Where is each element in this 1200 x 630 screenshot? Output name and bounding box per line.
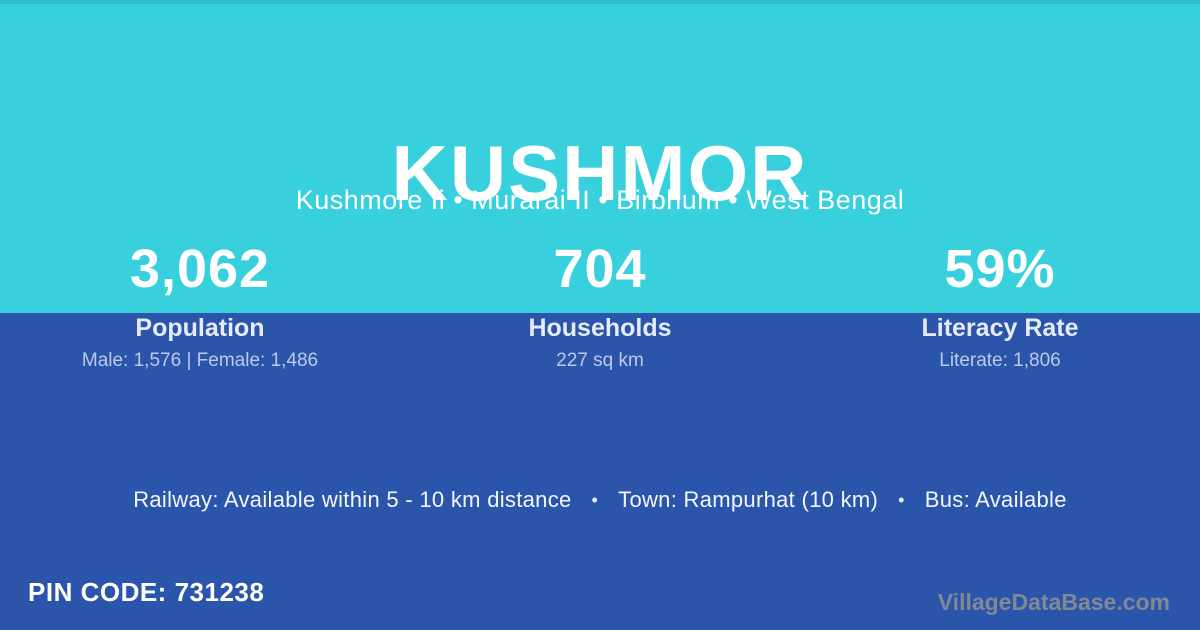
stats-row: 3,062 Population Male: 1,576 | Female: 1… bbox=[0, 240, 1200, 373]
page-title: KUSHMOR bbox=[391, 129, 809, 218]
literacy-detail: Literate: 1,806 bbox=[939, 350, 1061, 371]
stat-literacy: 59% Literacy Rate Literate: 1,806 bbox=[800, 240, 1200, 373]
town-info: Town: Rampurhat (10 km) bbox=[618, 487, 879, 512]
bullet-separator: • bbox=[898, 490, 905, 510]
population-value: 3,062 bbox=[129, 239, 271, 299]
population-detail: Male: 1,576 | Female: 1,486 bbox=[81, 350, 319, 371]
literacy-label: Literacy Rate bbox=[921, 314, 1079, 342]
railway-info: Railway: Available within 5 - 10 km dist… bbox=[133, 487, 572, 512]
watermark-text: VillageDataBase.com bbox=[937, 589, 1170, 615]
stat-population: 3,062 Population Male: 1,576 | Female: 1… bbox=[0, 240, 400, 373]
population-label: Population bbox=[135, 314, 265, 342]
stat-households: 704 Households 227 sq km bbox=[400, 240, 800, 373]
amenities-line: Railway: Available within 5 - 10 km dist… bbox=[0, 484, 1200, 516]
pin-code-label: PIN CODE: 731238 bbox=[28, 577, 265, 607]
households-detail: 227 sq km bbox=[556, 350, 644, 371]
households-label: Households bbox=[528, 314, 672, 342]
bus-info: Bus: Available bbox=[924, 487, 1067, 512]
bullet-separator: • bbox=[591, 490, 599, 510]
top-edge-shade bbox=[0, 0, 1200, 4]
households-value: 704 bbox=[553, 239, 647, 299]
literacy-value: 59% bbox=[944, 239, 1056, 299]
location-breadcrumb: Kushmore Ii • Murarai II • Birbhum • Wes… bbox=[295, 185, 905, 215]
